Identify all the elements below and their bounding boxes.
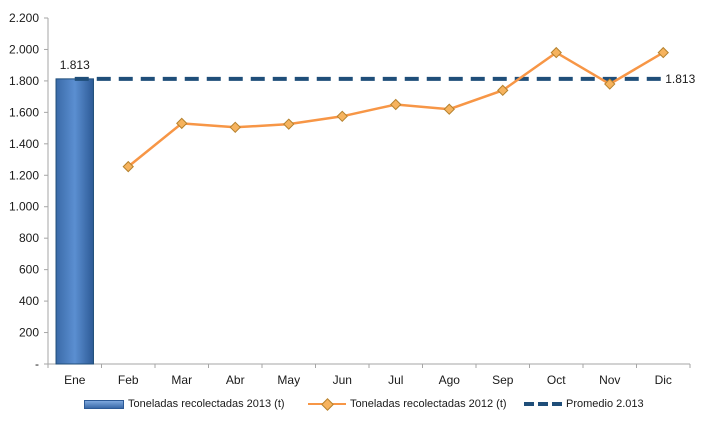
y-tick-label: - [35,357,39,371]
x-tick-label: Ago [439,373,461,387]
legend-dash-swatch [524,399,562,409]
y-tick-label: 1.800 [9,74,39,88]
legend-line-swatch [308,398,346,411]
x-tick-label: May [277,373,300,387]
line-marker [550,46,562,59]
x-tick-label: Jul [388,373,403,387]
legend: Toneladas recolectadas 2013 (t) Tonelada… [0,394,714,418]
x-tick-label: Mar [171,373,192,387]
line-marker [657,46,669,59]
bar-data-label: 1.813 [60,58,90,72]
line-marker [229,121,241,134]
y-tick-label: 200 [19,326,39,340]
x-tick-label: Jun [333,373,352,387]
line-series [122,46,669,173]
x-tick-label: Dic [655,373,672,387]
line-marker [122,160,134,173]
x-tick-label: Ene [64,373,86,387]
x-tick-label: Sep [492,373,514,387]
legend-label-2013: Toneladas recolectadas 2013 (t) [128,398,285,410]
y-tick-label: 2.000 [9,42,39,56]
y-tick-label: 2.200 [9,11,39,25]
y-tick-label: 800 [19,231,39,245]
x-tick-label: Abr [226,373,245,387]
bar-series [55,78,94,365]
y-tick-label: 1.600 [9,105,39,119]
line-marker [497,84,509,97]
y-tick-label: 1.200 [9,168,39,182]
legend-item-average: Promedio 2.013 [524,398,644,410]
y-tick-label: 1.400 [9,137,39,151]
average-data-label: 1.813 [665,72,695,86]
line-marker [283,118,295,130]
line-marker [443,103,455,115]
legend-bar-swatch [84,399,124,409]
legend-item-2013: Toneladas recolectadas 2013 (t) [84,398,285,410]
axes: - 200 400 600 800 1.000 1.200 1.400 1.600 1.800 2.… [9,11,691,387]
y-tick-label: 600 [19,263,39,277]
legend-label-average: Promedio 2.013 [566,398,644,410]
line-marker [604,78,616,90]
legend-label-2012: Toneladas recolectadas 2012 (t) [350,398,507,410]
line-marker [336,110,348,123]
y-tick-label: 400 [19,294,39,308]
y-tick-label: 1.000 [9,200,39,214]
bar [55,78,94,365]
line-marker [390,98,402,111]
x-tick-label: Feb [118,373,139,387]
data-labels: 1.813 1.813 [60,58,696,86]
legend-item-2012: Toneladas recolectadas 2012 (t) [308,398,507,411]
x-tick-label: Oct [547,373,566,387]
x-tick-label: Nov [599,373,620,387]
line-marker [176,117,188,130]
